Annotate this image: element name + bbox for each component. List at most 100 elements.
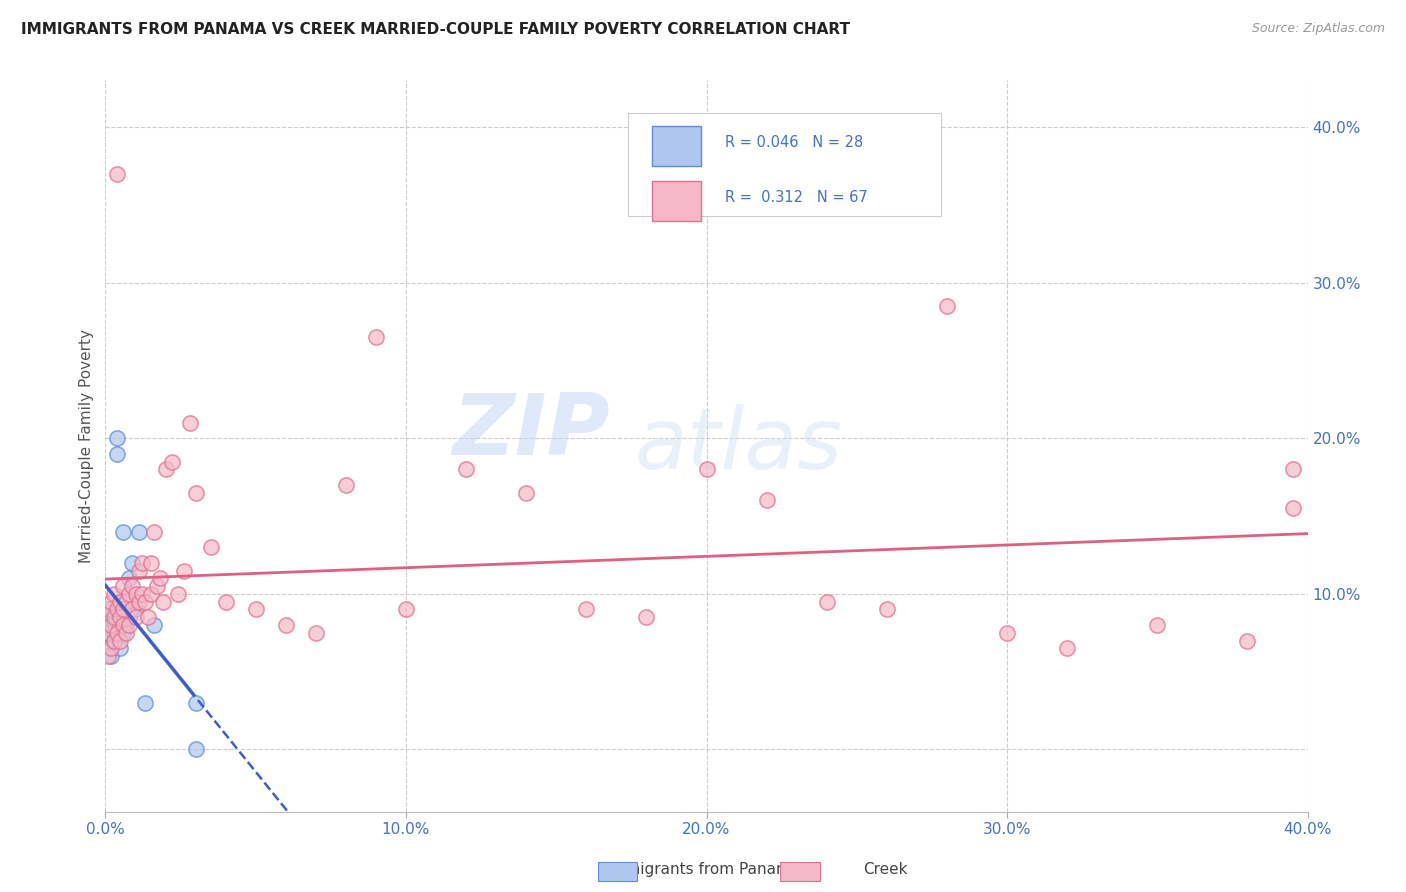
Point [148, 571, 170, 585]
Point [575, 602, 598, 616]
Point [118, 610, 141, 624]
Point [112, 579, 135, 593]
Point [179, 416, 201, 430]
Point [128, 524, 150, 539]
Point [305, 625, 328, 640]
Point [107, 610, 129, 624]
Point [97, 602, 120, 616]
FancyBboxPatch shape [628, 113, 941, 216]
Point [139, 587, 162, 601]
Point [97, 641, 120, 656]
Point [107, 431, 129, 445]
Point [103, 618, 125, 632]
Point [115, 594, 138, 608]
Point [103, 610, 125, 624]
Point [110, 633, 132, 648]
Point [103, 633, 125, 648]
Point [97, 625, 120, 640]
Point [121, 602, 143, 616]
Point [118, 587, 141, 601]
Point [274, 618, 297, 632]
Text: ZIP: ZIP [453, 390, 610, 473]
Point [1236, 633, 1258, 648]
Point [124, 602, 146, 616]
Point [184, 696, 207, 710]
Point [636, 610, 658, 624]
Point [142, 618, 165, 632]
Point [245, 602, 267, 616]
Point [131, 556, 153, 570]
Point [815, 594, 838, 608]
Point [134, 594, 156, 608]
Point [173, 564, 195, 578]
Point [100, 602, 122, 616]
Point [100, 641, 122, 656]
Point [1056, 641, 1078, 656]
Point [1146, 618, 1168, 632]
Text: R = 0.046   N = 28: R = 0.046 N = 28 [724, 135, 863, 150]
Point [110, 602, 132, 616]
Point [100, 649, 122, 664]
Point [121, 579, 143, 593]
Point [110, 594, 132, 608]
Text: IMMIGRANTS FROM PANAMA VS CREEK MARRIED-COUPLE FAMILY POVERTY CORRELATION CHART: IMMIGRANTS FROM PANAMA VS CREEK MARRIED-… [21, 22, 851, 37]
Point [124, 610, 146, 624]
Point [118, 571, 141, 585]
Point [107, 625, 129, 640]
Point [1281, 501, 1303, 516]
Point [115, 618, 138, 632]
Point [97, 610, 120, 624]
Point [214, 594, 236, 608]
Point [145, 579, 167, 593]
Point [110, 641, 132, 656]
Point [128, 594, 150, 608]
Point [454, 462, 477, 476]
Point [112, 524, 135, 539]
Point [184, 485, 207, 500]
Point [103, 625, 125, 640]
Point [107, 602, 129, 616]
Point [128, 564, 150, 578]
Text: Creek: Creek [863, 863, 908, 877]
Point [995, 625, 1018, 640]
Text: Source: ZipAtlas.com: Source: ZipAtlas.com [1251, 22, 1385, 36]
Point [155, 462, 177, 476]
Text: R =  0.312   N = 67: R = 0.312 N = 67 [724, 190, 868, 205]
Point [110, 610, 132, 624]
Point [184, 742, 207, 756]
Point [97, 625, 120, 640]
Point [112, 602, 135, 616]
Point [142, 524, 165, 539]
Point [115, 602, 138, 616]
Bar [652, 181, 700, 221]
Bar [652, 126, 700, 166]
Point [139, 556, 162, 570]
Point [364, 330, 387, 344]
Point [936, 299, 959, 313]
Point [755, 493, 778, 508]
Point [876, 602, 898, 616]
Point [515, 485, 537, 500]
Point [335, 478, 357, 492]
Point [110, 618, 132, 632]
Point [115, 625, 138, 640]
Point [107, 447, 129, 461]
Point [136, 610, 159, 624]
Point [152, 594, 174, 608]
Point [103, 633, 125, 648]
Point [118, 618, 141, 632]
Point [131, 587, 153, 601]
Text: Immigrants from Panama: Immigrants from Panama [606, 863, 800, 877]
Point [134, 696, 156, 710]
Point [124, 587, 146, 601]
Point [160, 454, 183, 468]
Point [112, 618, 135, 632]
Text: atlas: atlas [634, 404, 842, 488]
Point [1281, 462, 1303, 476]
Point [395, 602, 418, 616]
Point [100, 594, 122, 608]
Point [121, 556, 143, 570]
Point [100, 618, 122, 632]
Point [107, 167, 129, 181]
Point [696, 462, 718, 476]
